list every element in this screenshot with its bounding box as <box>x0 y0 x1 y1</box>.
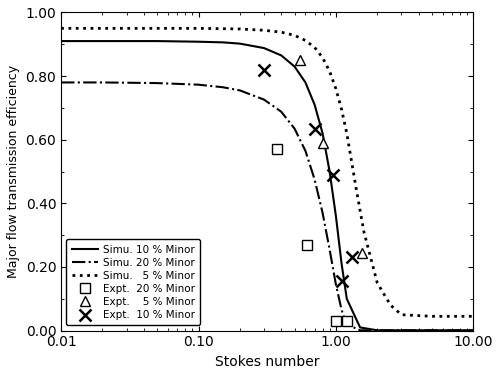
Expt.  10 % Minor <box>261 67 267 72</box>
Simu.   5 % Minor <box>278 30 284 35</box>
Simu. 20 % Minor <box>326 247 332 252</box>
Simu.   5 % Minor <box>302 38 308 43</box>
Simu. 20 % Minor <box>292 126 298 131</box>
Line: Expt.    5 % Minor: Expt. 5 % Minor <box>296 55 367 258</box>
Simu.   5 % Minor <box>320 55 326 60</box>
Simu. 10 % Minor <box>154 39 160 43</box>
Expt.  20 % Minor <box>333 319 339 323</box>
Simu.   5 % Minor <box>237 27 243 31</box>
Expt.    5 % Minor <box>359 250 365 255</box>
Simu. 10 % Minor <box>429 328 435 333</box>
Simu.   5 % Minor <box>333 86 339 91</box>
Line: Expt.  20 % Minor: Expt. 20 % Minor <box>272 144 351 326</box>
Simu. 20 % Minor <box>374 328 380 333</box>
X-axis label: Stokes number: Stokes number <box>215 355 320 369</box>
Simu.   5 % Minor <box>429 314 435 318</box>
Simu. 10 % Minor <box>100 39 105 43</box>
Simu. 10 % Minor <box>312 103 318 107</box>
Simu. 10 % Minor <box>344 297 350 301</box>
Simu. 20 % Minor <box>398 328 404 333</box>
Simu.   5 % Minor <box>220 26 226 31</box>
Simu.   5 % Minor <box>388 303 394 308</box>
Simu. 20 % Minor <box>357 328 363 333</box>
Simu.   5 % Minor <box>154 26 160 30</box>
Simu. 20 % Minor <box>58 80 64 85</box>
Simu.   5 % Minor <box>292 33 298 38</box>
Simu.   5 % Minor <box>398 312 404 317</box>
Line: Simu.   5 % Minor: Simu. 5 % Minor <box>61 28 474 316</box>
Simu. 10 % Minor <box>338 262 344 266</box>
Expt.  20 % Minor <box>274 147 280 152</box>
Expt.  20 % Minor <box>344 319 350 323</box>
Simu. 20 % Minor <box>312 177 318 182</box>
Simu. 10 % Minor <box>398 328 404 333</box>
Expt.  10 % Minor <box>330 173 336 177</box>
Simu.   5 % Minor <box>344 131 350 136</box>
Simu. 20 % Minor <box>196 82 202 87</box>
Simu. 10 % Minor <box>278 53 284 58</box>
Simu. 20 % Minor <box>278 109 284 114</box>
Simu. 10 % Minor <box>58 39 64 43</box>
Simu. 20 % Minor <box>338 308 344 312</box>
Simu. 20 % Minor <box>470 328 476 333</box>
Simu.   5 % Minor <box>470 314 476 318</box>
Expt.  10 % Minor <box>338 279 344 284</box>
Simu. 20 % Minor <box>302 149 308 153</box>
Simu. 20 % Minor <box>100 80 105 85</box>
Expt.  10 % Minor <box>348 255 354 260</box>
Simu.   5 % Minor <box>374 280 380 285</box>
Simu. 20 % Minor <box>320 211 326 215</box>
Simu.   5 % Minor <box>326 69 332 74</box>
Legend: Simu. 10 % Minor, Simu. 20 % Minor, Simu.   5 % Minor, Expt.  20 % Minor, Expt. : Simu. 10 % Minor, Simu. 20 % Minor, Simu… <box>66 240 200 326</box>
Expt.  20 % Minor <box>304 243 310 247</box>
Simu.   5 % Minor <box>58 26 64 30</box>
Simu. 20 % Minor <box>237 88 243 92</box>
Simu. 20 % Minor <box>154 81 160 85</box>
Simu. 20 % Minor <box>429 328 435 333</box>
Simu. 10 % Minor <box>261 46 267 50</box>
Simu. 10 % Minor <box>374 328 380 333</box>
Simu. 20 % Minor <box>344 322 350 326</box>
Simu.   5 % Minor <box>261 28 267 32</box>
Simu.   5 % Minor <box>361 230 367 234</box>
Line: Expt.  10 % Minor: Expt. 10 % Minor <box>258 64 358 288</box>
Y-axis label: Major flow transmission efficiency: Major flow transmission efficiency <box>7 65 20 278</box>
Simu. 10 % Minor <box>196 39 202 44</box>
Simu. 10 % Minor <box>220 40 226 45</box>
Simu. 10 % Minor <box>320 131 326 136</box>
Expt.    5 % Minor <box>320 141 326 145</box>
Simu.   5 % Minor <box>312 45 318 50</box>
Simu.   5 % Minor <box>353 185 359 190</box>
Simu. 10 % Minor <box>470 328 476 333</box>
Simu. 10 % Minor <box>326 169 332 174</box>
Expt.    5 % Minor <box>297 58 303 62</box>
Simu.   5 % Minor <box>196 26 202 30</box>
Simu. 10 % Minor <box>237 41 243 46</box>
Simu. 10 % Minor <box>333 214 339 218</box>
Line: Simu. 20 % Minor: Simu. 20 % Minor <box>61 82 474 331</box>
Simu.   5 % Minor <box>100 26 105 30</box>
Simu. 10 % Minor <box>292 64 298 69</box>
Simu. 20 % Minor <box>220 85 226 89</box>
Simu.   5 % Minor <box>338 107 344 112</box>
Expt.  10 % Minor <box>312 126 318 131</box>
Simu. 10 % Minor <box>302 80 308 85</box>
Line: Simu. 10 % Minor: Simu. 10 % Minor <box>61 41 474 331</box>
Simu. 10 % Minor <box>357 325 363 330</box>
Simu. 20 % Minor <box>333 282 339 287</box>
Simu. 20 % Minor <box>261 97 267 102</box>
